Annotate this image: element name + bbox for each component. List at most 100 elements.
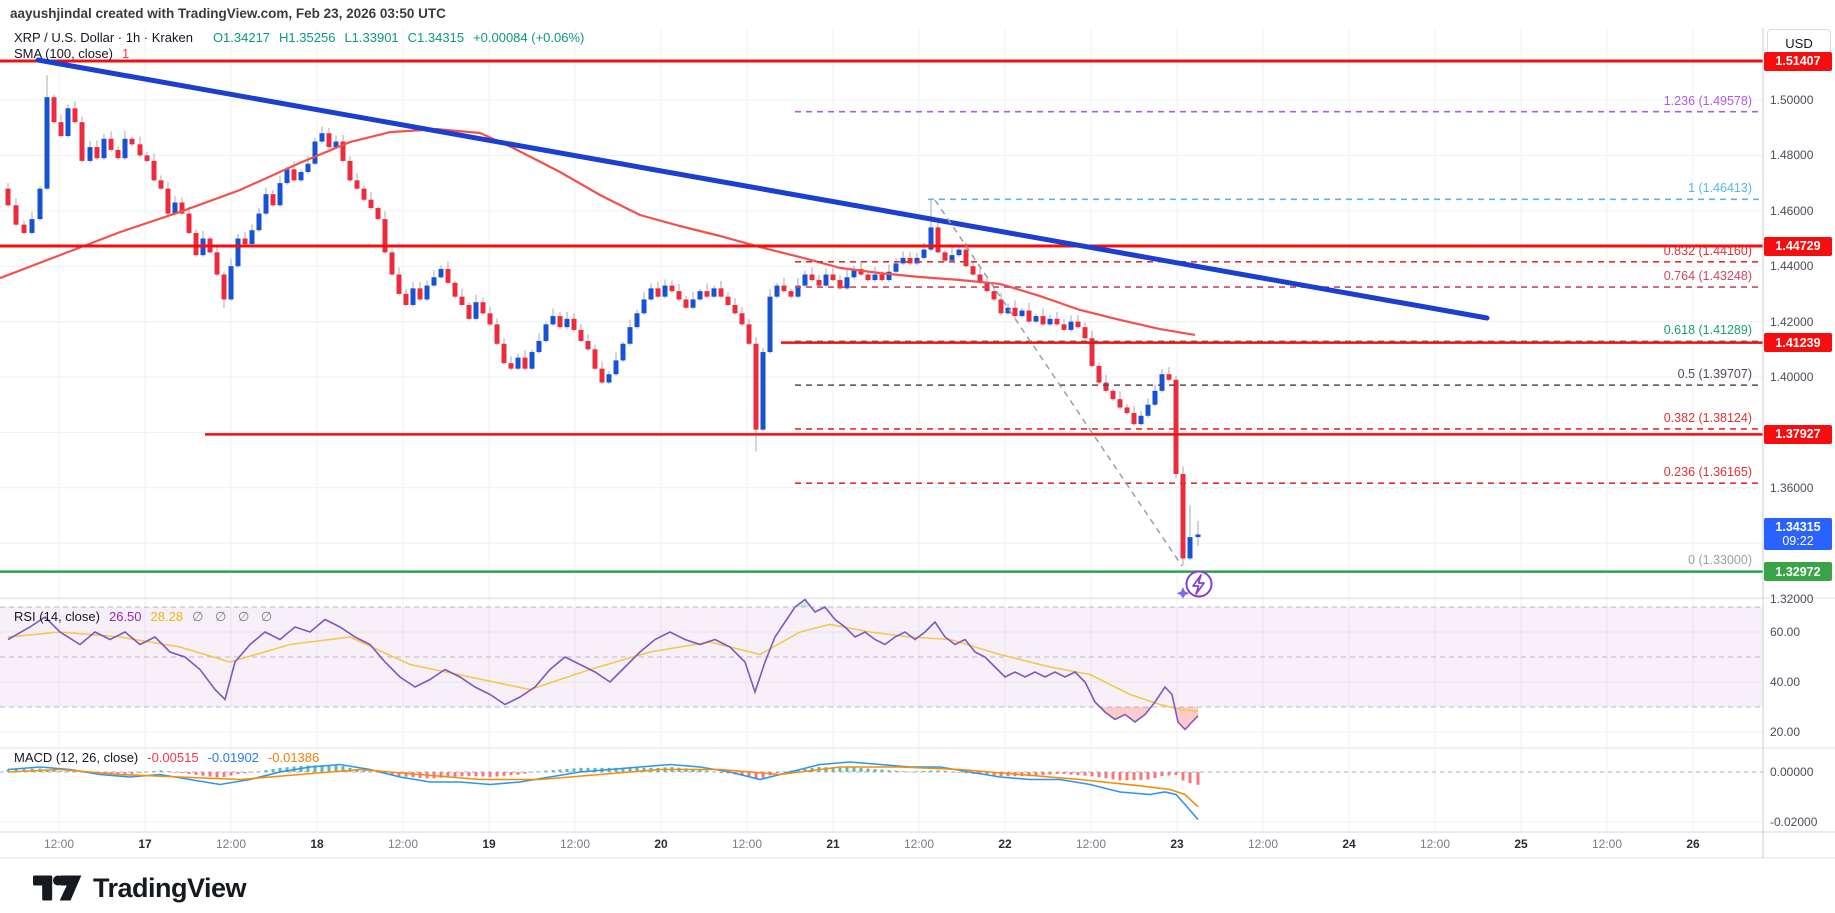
macd-axis-label[interactable]: 0.00000 [1770,765,1814,779]
time-axis-label[interactable]: 12:00 [731,837,763,851]
price-axis-label[interactable]: 1.44000 [1770,259,1814,274]
attribution-text: aayushjindal created with TradingView.co… [10,6,446,21]
candle-body [21,224,27,233]
time-axis-label[interactable]: 12:00 [387,837,419,851]
candle-body [1173,379,1179,474]
candle-body [998,299,1004,314]
time-axis-label[interactable]: 12:00 [1591,837,1623,851]
time-axis-label[interactable]: 26 [1686,837,1700,851]
time-axis-label[interactable]: 12:00 [559,837,591,851]
macd-histogram-bar [467,772,471,777]
macd-axis-label[interactable]: -0.02000 [1770,815,1818,829]
candle-body [578,329,584,341]
macd-histogram-bar [831,767,835,772]
macd-histogram-bar [1104,772,1108,779]
candle-body [851,268,857,278]
macd-legend-label: MACD (12, 26, close) [14,750,139,765]
lightning-bolt-icon [1192,574,1205,595]
macd-histogram-bar [943,770,947,772]
price-axis-label[interactable]: 1.48000 [1770,148,1814,163]
price-axis-label[interactable]: 1.46000 [1770,203,1814,218]
macd-histogram-bar [1076,772,1080,776]
macd-histogram-bar [1167,772,1171,776]
candle-body [1075,321,1081,328]
time-axis-label[interactable]: 20 [654,837,668,851]
fib-level-label: 0.236 (1.36165) [1663,465,1752,480]
dashed-drawing-line [934,199,1183,567]
price-tag-value: 1.44729 [1775,239,1821,253]
time-axis-label[interactable]: 19 [482,837,496,851]
price-axis-label[interactable]: 1.42000 [1770,314,1814,329]
candle-body [711,288,717,297]
time-axis-label[interactable]: 21 [826,837,840,851]
time-axis-label[interactable]: 12:00 [43,837,75,851]
candle-body [284,169,290,184]
symbol-legend[interactable]: XRP / U.S. Dollar · 1h · Kraken O1.34217… [14,30,584,45]
candle-body [746,324,752,344]
time-axis-label[interactable]: 17 [138,837,152,851]
macd-histogram-bar [866,768,870,772]
price-axis-label[interactable]: 1.32000 [1770,591,1814,606]
fib-level-label: 0.832 (1.44160) [1663,243,1752,258]
tradingview-logo[interactable]: TradingView [33,868,247,908]
rsi-axis-label[interactable]: 20.00 [1770,725,1801,739]
candle-body [361,188,367,200]
candle-body [221,274,227,300]
time-axis-label[interactable]: 24 [1342,837,1356,851]
candle-body [515,357,521,369]
candle-body [263,194,269,214]
macd-histogram-bar [1027,772,1031,777]
macd-legend[interactable]: MACD (12, 26, close) -0.00515 -0.01902 -… [14,750,319,765]
macd-histogram-bar [66,771,70,772]
symbol-title[interactable]: XRP / U.S. Dollar · 1h · Kraken [14,30,193,45]
time-axis-label[interactable]: 12:00 [1247,837,1279,851]
fib-level-label: 0.618 (1.41289) [1663,323,1752,338]
ohlc-open: O1.34217 [212,30,271,45]
candle-body [438,268,444,278]
time-axis-label[interactable]: 18 [310,837,324,851]
candle-body [788,291,794,297]
candle-body [1054,318,1060,325]
macd-histogram-bar [908,771,912,773]
macd-histogram-bar [180,772,184,774]
ohlc-change: +0.00084 (+0.06%) [473,30,585,45]
macd-histogram-bar [999,772,1003,777]
candle-body [389,252,395,275]
time-axis-label[interactable]: 12:00 [1419,837,1451,851]
candle-body [494,324,500,344]
macd-histogram-bar [726,772,730,774]
rsi-axis-label[interactable]: 40.00 [1770,675,1801,689]
candle-body [683,299,689,308]
price-axis-label[interactable]: 1.50000 [1770,93,1814,107]
candle-body [774,285,780,297]
macd-histogram-bar [572,768,576,772]
sma-line [0,127,1196,336]
candle-body [1005,307,1011,314]
macd-histogram-bar [544,770,548,772]
macd-histogram-bar [138,772,142,773]
price-axis-label[interactable]: 1.40000 [1770,370,1814,384]
rsi-axis-label[interactable]: 60.00 [1770,625,1801,639]
candle-body [564,318,570,328]
tradingview-mark-icon [33,875,82,901]
time-axis-label[interactable]: 12:00 [215,837,247,851]
fib-level-label: 0.764 (1.43248) [1663,269,1752,284]
time-axis-label[interactable]: 12:00 [1075,837,1107,851]
candle-body [641,299,647,314]
candle-body [760,352,766,430]
macd-histogram-bar [187,772,191,774]
rsi-legend[interactable]: RSI (14, close) 26.50 28.28 ∅ ∅ ∅ ∅ [14,609,276,625]
price-axis-label[interactable]: 1.36000 [1770,480,1814,495]
candle-body [522,357,528,369]
time-axis-label[interactable]: 12:00 [903,837,935,851]
macd-histogram-bar [880,769,884,772]
macd-histogram-bar [1181,772,1185,781]
time-axis-label[interactable]: 23 [1170,837,1184,851]
macd-histogram-bar [936,770,940,772]
time-axis-label[interactable]: 22 [998,837,1012,851]
sma-legend[interactable]: SMA (100, close) 1 [14,46,129,61]
time-axis-label[interactable]: 25 [1514,837,1528,851]
candle-body [108,138,114,150]
